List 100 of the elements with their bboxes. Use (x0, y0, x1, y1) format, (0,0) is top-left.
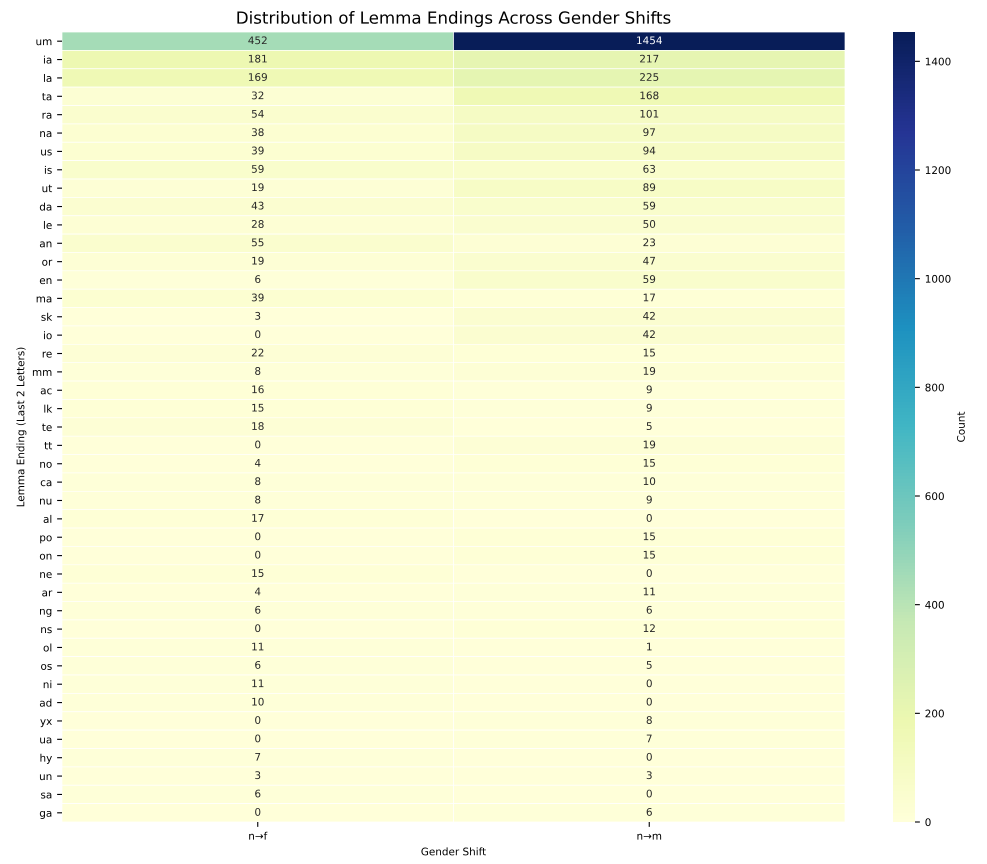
data-label: 5 (646, 661, 652, 669)
data-label: 6 (255, 275, 260, 284)
data-label: 0 (255, 440, 260, 448)
data-label: 39 (252, 146, 264, 154)
y-tick-label: us (41, 150, 52, 156)
data-label: 63 (643, 164, 656, 173)
data-label: 4 (254, 459, 260, 467)
data-label: 225 (640, 73, 658, 81)
data-label: 11 (644, 588, 655, 596)
data-label: 32 (252, 91, 264, 100)
y-tick-label: mm (32, 370, 52, 376)
y-tick-label: po (40, 535, 52, 544)
data-label: 17 (252, 514, 264, 522)
color-bar-label: 600 (925, 492, 944, 500)
data-label: 0 (255, 808, 260, 816)
data-label: 8 (646, 716, 652, 724)
y-tick-label: ua (40, 737, 52, 744)
y-tick-label: is (44, 166, 52, 174)
data-label: 19 (252, 183, 264, 192)
data-label: 0 (646, 569, 652, 577)
data-label: 15 (644, 459, 655, 467)
data-label: 0 (255, 532, 260, 540)
y-tick-label: al (44, 514, 52, 523)
color-bar-label: 400 (925, 600, 944, 609)
color-bar-label: 1400 (926, 58, 951, 66)
data-label: 12 (644, 624, 655, 632)
data-label: 19 (644, 367, 656, 375)
data-label: 55 (252, 238, 264, 246)
y-tick-label: lk (44, 404, 52, 413)
data-label: 8 (255, 477, 260, 486)
x-axis-title: Gender Shift (421, 847, 486, 856)
y-tick-label: or (42, 260, 52, 266)
data-label: 39 (252, 294, 264, 302)
data-label: 16 (252, 385, 264, 394)
y-tick-label: ng (40, 608, 52, 617)
data-label: 1 (647, 642, 652, 650)
y-tick-label: ac (40, 388, 52, 394)
y-tick-label: tt (44, 442, 52, 450)
data-label: 15 (252, 569, 264, 577)
color-bar-label: 0 (925, 818, 931, 826)
y-tick-label: an (40, 241, 52, 248)
y-tick-label: sk (41, 312, 52, 321)
color-bar-title: Count (956, 412, 965, 442)
data-label: 23 (643, 238, 656, 246)
y-axis-title: Lemma Ending (Last 2 Letters) (16, 348, 26, 506)
data-label: 181 (248, 54, 267, 63)
data-label: 8 (255, 496, 260, 504)
data-label: 17 (644, 294, 655, 302)
data-label: 10 (252, 698, 264, 706)
color-bar-label: 200 (925, 710, 944, 718)
data-label: 47 (643, 256, 655, 265)
data-label: 0 (646, 679, 652, 688)
y-tick-label: ca (40, 480, 52, 486)
y-tick-label: ra (42, 112, 52, 119)
y-tick-label: te (42, 424, 52, 432)
data-label: 18 (252, 422, 264, 430)
data-label: 15 (252, 404, 264, 412)
y-tick-label: un (40, 774, 52, 780)
data-label: 59 (643, 202, 656, 210)
data-label: 169 (248, 73, 267, 81)
y-tick-label: en (40, 278, 52, 284)
y-tick-label: ga (40, 810, 52, 819)
y-tick-label: ar (42, 590, 52, 596)
x-tick-label: n→f (249, 832, 268, 840)
data-label: 4 (254, 588, 260, 596)
data-label: 10 (644, 477, 656, 486)
data-label: 28 (252, 220, 264, 228)
data-label: 452 (248, 36, 267, 44)
data-label: 3 (255, 312, 260, 320)
chart-title: Distribution of Lemma Endings Across Gender Shifts (237, 11, 670, 28)
data-label: 0 (255, 716, 260, 724)
data-label: 217 (640, 54, 658, 62)
y-tick-label: na (40, 131, 52, 138)
data-label: 0 (646, 752, 652, 761)
y-tick-label: io (44, 331, 52, 340)
data-label: 6 (255, 790, 260, 798)
data-label: 42 (643, 330, 655, 338)
y-tick-label: ni (44, 680, 52, 688)
y-tick-label: ne (40, 572, 52, 578)
x-tick-label: n→m (637, 834, 662, 840)
data-label: 3 (255, 771, 260, 780)
data-label: 9 (646, 404, 652, 412)
data-label: 6 (646, 808, 652, 816)
data-label: 0 (255, 624, 260, 632)
color-bar-label: 800 (925, 384, 944, 392)
data-label: 0 (646, 790, 652, 798)
data-label: 9 (646, 385, 652, 394)
data-label: 54 (252, 110, 264, 118)
data-label: 101 (640, 110, 658, 118)
y-tick-label: la (44, 74, 52, 82)
y-tick-label: ut (42, 184, 52, 192)
y-tick-label: le (44, 220, 52, 230)
y-tick-label: ma (36, 296, 52, 302)
data-label: 11 (252, 642, 264, 650)
data-label: 11 (252, 679, 264, 688)
data-label: 6 (255, 606, 260, 614)
y-tick-label: ns (41, 627, 52, 634)
data-label: 0 (255, 550, 260, 559)
data-label: 59 (643, 275, 656, 284)
data-label: 89 (643, 183, 656, 192)
